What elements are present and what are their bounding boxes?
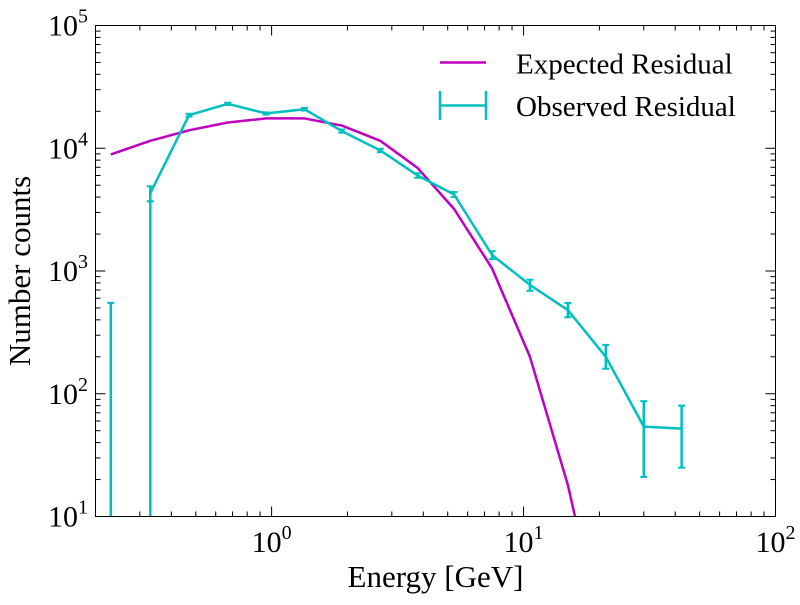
- x-tick-label: 102: [756, 522, 796, 559]
- x-axis-label: Energy [GeV]: [348, 559, 524, 594]
- y-tick-label: 103: [48, 251, 88, 288]
- plot-area: [107, 103, 685, 517]
- x-tick-label: 100: [252, 522, 292, 559]
- legend-label-expected: Expected Residual: [516, 49, 733, 81]
- tick-labels: 100 101 102 101 102 103 104 105: [48, 6, 796, 560]
- x-tick-label: 101: [504, 522, 544, 559]
- expected-residual-line: [111, 118, 575, 516]
- y-tick-label: 101: [48, 497, 88, 534]
- y-axis-label: Number counts: [2, 176, 37, 366]
- y-tick-label: 102: [48, 374, 88, 411]
- legend-swatch-observed: [440, 91, 486, 120]
- legend-label-observed: Observed Residual: [516, 91, 736, 123]
- y-tick-label: 105: [48, 6, 88, 43]
- observed-residual-line: [150, 104, 681, 429]
- legend: Expected Residual Observed Residual: [440, 49, 736, 124]
- y-tick-label: 104: [48, 128, 88, 165]
